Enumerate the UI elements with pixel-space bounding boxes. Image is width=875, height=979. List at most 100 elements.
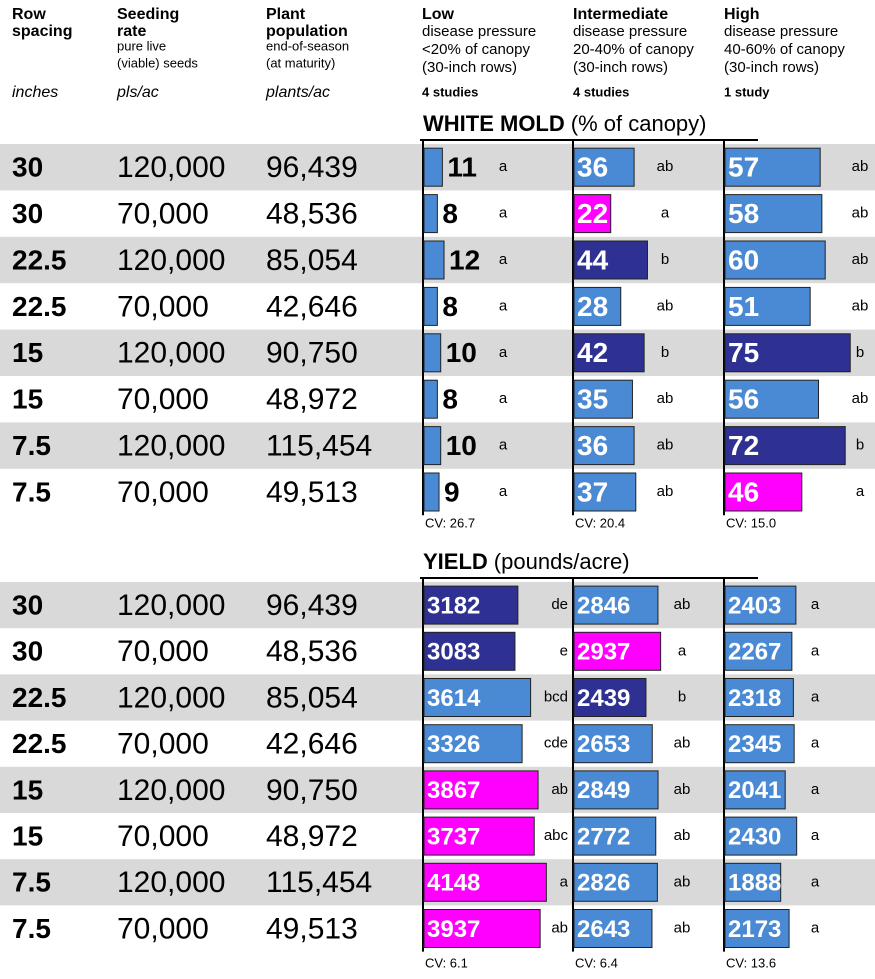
plant-population: 42,646 xyxy=(266,728,358,761)
bar xyxy=(423,194,438,234)
bar-value: 51 xyxy=(728,291,759,322)
significance-letters: ab xyxy=(852,390,869,407)
bar-value: 2345 xyxy=(728,731,781,758)
column-title: Plant xyxy=(266,6,306,23)
significance-letters: a xyxy=(499,158,508,175)
column-title: spacing xyxy=(12,23,72,40)
significance-letters: ab xyxy=(852,297,869,314)
bar xyxy=(423,862,547,902)
bar-value: 2430 xyxy=(728,823,781,850)
bar xyxy=(573,147,635,187)
bar-value: 2439 xyxy=(577,685,630,712)
significance-letters: a xyxy=(499,344,508,361)
bar-value: 28 xyxy=(577,291,608,322)
seeding-rate: 70,000 xyxy=(117,912,209,945)
plant-population: 49,513 xyxy=(266,912,358,945)
bar-value: 72 xyxy=(728,430,759,461)
bar xyxy=(724,909,790,948)
plant-population: 48,972 xyxy=(266,820,358,853)
row-spacing: 15 xyxy=(12,384,43,415)
plant-population: 85,054 xyxy=(266,244,358,277)
plant-population: 85,054 xyxy=(266,681,358,714)
seeding-rate: 70,000 xyxy=(117,383,209,416)
bar xyxy=(724,379,820,419)
column-unit: pls/ac xyxy=(116,84,159,101)
bar-value: 3867 xyxy=(427,777,480,804)
bar-value: 2318 xyxy=(728,685,781,712)
column-unit: inches xyxy=(12,84,58,101)
bar xyxy=(573,286,622,326)
bar-value: 8 xyxy=(442,198,458,229)
bar xyxy=(573,678,647,717)
plant-population: 90,750 xyxy=(266,774,358,807)
plant-population: 90,750 xyxy=(266,337,358,370)
bar-value: 3083 xyxy=(427,639,480,666)
significance-letters: a xyxy=(811,873,820,890)
bar xyxy=(573,862,658,902)
cv-label: CV: 13.6 xyxy=(726,955,776,970)
bar xyxy=(423,426,442,466)
bar xyxy=(724,286,811,326)
bar xyxy=(423,770,539,810)
bar-value: 3937 xyxy=(427,916,480,943)
section-title: WHITE MOLD (% of canopy) xyxy=(423,111,707,136)
significance-letters: b xyxy=(661,251,669,268)
row-spacing: 30 xyxy=(12,198,43,229)
bar-value: 2267 xyxy=(728,639,781,666)
bar xyxy=(724,724,795,764)
significance-letters: abc xyxy=(544,827,569,844)
bar xyxy=(724,770,786,810)
plant-population: 49,513 xyxy=(266,476,358,509)
bar xyxy=(423,147,443,187)
bar-value: 2643 xyxy=(577,916,630,943)
column-note: (viable) seeds xyxy=(117,55,198,70)
seeding-rate: 70,000 xyxy=(117,290,209,323)
section-title-unit: (pounds/acre) xyxy=(494,549,630,574)
bar xyxy=(573,379,633,419)
row-spacing: 7.5 xyxy=(12,430,51,461)
column-note: (30-inch rows) xyxy=(573,59,668,76)
significance-letters: ab xyxy=(852,158,869,175)
significance-letters: ab xyxy=(657,158,674,175)
column-note: disease pressure xyxy=(573,23,687,40)
significance-letters: a xyxy=(499,205,508,222)
bar xyxy=(423,240,445,280)
bar-value: 46 xyxy=(728,476,759,507)
row-spacing: 30 xyxy=(12,589,43,620)
seeding-rate: 120,000 xyxy=(117,774,225,807)
significance-letters: a xyxy=(811,688,820,705)
significance-letters: a xyxy=(499,390,508,407)
bar xyxy=(573,333,645,373)
bar xyxy=(573,631,662,671)
section-title-main: WHITE MOLD xyxy=(423,111,565,136)
bar xyxy=(423,286,438,326)
bar-value: 2041 xyxy=(728,777,781,804)
significance-letters: ab xyxy=(657,483,674,500)
significance-letters: a xyxy=(678,642,687,659)
significance-letters: ab xyxy=(852,205,869,222)
row-spacing: 7.5 xyxy=(12,867,51,898)
bar-value: 2937 xyxy=(577,639,630,666)
bar-value: 4148 xyxy=(427,870,480,897)
column-unit: plants/ac xyxy=(265,84,330,101)
seeding-rate: 120,000 xyxy=(117,866,225,899)
significance-letters: ab xyxy=(551,919,568,936)
study-count: 4 studies xyxy=(573,84,629,99)
bar xyxy=(423,379,438,419)
plant-population: 48,536 xyxy=(266,635,358,668)
bar-value: 3614 xyxy=(427,685,481,712)
significance-letters: b xyxy=(661,344,669,361)
bar-value: 8 xyxy=(442,384,458,415)
row-spacing: 15 xyxy=(12,820,43,851)
row-spacing: 22.5 xyxy=(12,244,67,275)
bar-value: 57 xyxy=(728,152,759,183)
bar xyxy=(423,909,541,948)
bar xyxy=(724,678,794,717)
bar xyxy=(724,862,782,902)
bar xyxy=(573,585,659,625)
bar xyxy=(573,472,637,512)
bar xyxy=(724,240,826,280)
bar xyxy=(573,816,657,856)
bar-value: 37 xyxy=(577,476,608,507)
